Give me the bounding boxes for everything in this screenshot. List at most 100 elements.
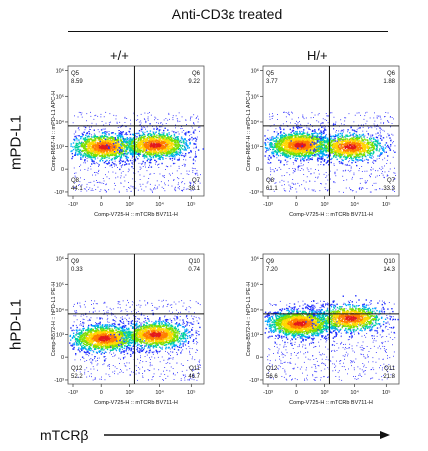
event-dot	[275, 128, 277, 130]
event-dot	[379, 167, 381, 169]
event-dot	[333, 116, 335, 118]
event-dot	[289, 135, 291, 138]
event-dot	[175, 151, 177, 153]
event-dot	[300, 145, 302, 147]
event-dot	[271, 118, 273, 119]
event-dot	[126, 138, 129, 140]
event-dot	[84, 129, 86, 131]
event-dot	[110, 141, 113, 143]
event-dot	[165, 158, 167, 159]
event-dot	[189, 152, 191, 153]
event-dot	[83, 143, 85, 145]
event-dot	[275, 136, 278, 138]
event-dot	[82, 145, 85, 148]
event-dot	[279, 151, 281, 153]
event-dot	[315, 148, 317, 150]
event-dot	[131, 162, 133, 164]
event-dot	[129, 151, 131, 153]
event-dot	[293, 154, 295, 156]
event-dot	[342, 154, 344, 156]
event-dot	[77, 146, 79, 149]
event-dot	[302, 140, 304, 142]
event-dot	[173, 137, 175, 140]
event-dot	[80, 190, 82, 192]
event-dot	[154, 147, 156, 149]
event-dot	[147, 118, 149, 120]
event-dot	[292, 127, 295, 129]
event-dot	[106, 147, 108, 150]
event-dot	[161, 132, 163, 134]
event-dot	[185, 119, 186, 121]
event-dot	[108, 147, 110, 149]
event-dot	[319, 190, 321, 192]
event-dot	[89, 151, 91, 154]
event-dot	[289, 128, 291, 131]
event-dot	[298, 151, 300, 153]
event-dot	[144, 140, 146, 143]
event-dot	[120, 131, 122, 133]
event-dot	[100, 129, 103, 131]
event-dot	[394, 167, 395, 169]
event-dot	[123, 141, 125, 143]
event-dot	[90, 126, 92, 128]
event-dot	[146, 134, 149, 136]
event-dot	[92, 174, 93, 176]
event-dot	[312, 151, 314, 153]
event-dot	[173, 180, 175, 181]
event-dot	[100, 113, 102, 115]
event-dot	[188, 170, 190, 172]
event-dot	[381, 166, 383, 168]
event-dot	[269, 113, 270, 115]
event-dot	[372, 168, 374, 170]
flow-plot-mpdl1-het: Q5 3.77 Q6 1.88 Q8 61.1 Q7 33.3 -10³ 0 10³ 10⁴ 10⁵ -1…	[245, 60, 425, 240]
event-dot	[111, 149, 114, 151]
event-dot	[85, 138, 88, 141]
event-dot	[154, 143, 156, 145]
event-dot	[179, 140, 181, 142]
event-dot	[155, 145, 157, 147]
event-dot	[377, 124, 378, 126]
event-dot	[160, 135, 162, 137]
event-dot	[83, 153, 85, 155]
event-dot	[292, 156, 294, 158]
event-dot	[178, 157, 180, 159]
event-dot	[104, 160, 107, 163]
event-dot	[149, 143, 152, 145]
event-dot	[195, 152, 196, 154]
event-dot	[93, 129, 95, 131]
event-dot	[167, 119, 169, 121]
event-dot	[307, 150, 309, 152]
event-dot	[84, 188, 86, 190]
event-dot	[351, 178, 353, 180]
event-dot	[107, 145, 109, 147]
event-dot	[103, 143, 105, 146]
event-dot	[284, 138, 287, 140]
event-dot	[87, 143, 89, 145]
event-dot	[135, 187, 137, 189]
event-dot	[103, 132, 105, 134]
event-dot	[296, 142, 298, 145]
event-dot	[356, 112, 358, 114]
event-dot	[105, 142, 108, 145]
event-dot	[325, 129, 327, 131]
event-dot	[134, 158, 136, 161]
event-dot	[297, 142, 299, 145]
event-dot	[171, 157, 174, 160]
event-dot	[305, 117, 307, 119]
event-dot	[86, 155, 89, 158]
event-dot	[139, 144, 141, 146]
event-dot	[92, 190, 94, 191]
event-dot	[159, 152, 162, 154]
event-dot	[305, 149, 307, 151]
event-dot	[96, 142, 99, 144]
event-dot	[358, 124, 359, 126]
event-dot	[180, 151, 182, 154]
event-dot	[106, 144, 108, 146]
event-dot	[271, 143, 273, 145]
event-dot	[110, 143, 112, 145]
event-dot	[89, 128, 90, 130]
event-dot	[131, 157, 133, 159]
event-dot	[109, 151, 111, 153]
event-dot	[105, 135, 107, 138]
event-dot	[83, 145, 85, 147]
